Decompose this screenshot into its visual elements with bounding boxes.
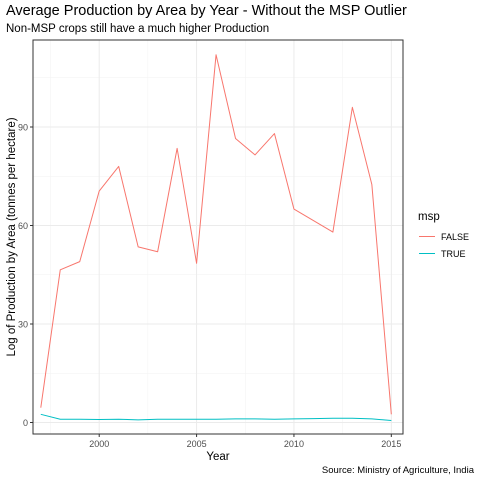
legend-item-true: TRUE [419,249,466,259]
legend: msp FALSE TRUE [418,211,469,259]
legend-label-true: TRUE [441,249,466,259]
legend-item-false: FALSE [419,232,469,242]
x-axis-ticks: 2000 2005 2010 2015 [89,434,401,449]
series-line-false [40,54,392,415]
chart-title: Average Production by Area by Year - Wit… [6,3,407,19]
plot-border [32,39,404,435]
x-tick-label: 2005 [187,439,207,449]
y-tick-label: 30 [18,320,28,330]
legend-title: msp [418,211,440,223]
x-tick-label: 2010 [284,439,304,449]
x-axis-label: Year [206,451,229,463]
grid-major [33,40,403,434]
series-lines [40,54,392,422]
x-tick-label: 2000 [89,439,109,449]
x-tick-label: 2015 [381,439,401,449]
chart-subtitle: Non-MSP crops still have a much higher P… [6,23,269,35]
plot-panel [33,40,403,434]
y-tick-label: 0 [23,418,28,428]
series-line-true [40,413,392,422]
chart-caption: Source: Ministry of Agriculture, India [322,465,475,476]
legend-label-false: FALSE [441,232,469,242]
y-axis-label: Log of Production by Area (tonnes per he… [6,117,18,356]
y-tick-label: 90 [18,123,28,133]
grid-minor [33,40,403,434]
y-tick-label: 60 [18,221,28,231]
y-axis-ticks: 0 30 60 90 [18,123,33,428]
